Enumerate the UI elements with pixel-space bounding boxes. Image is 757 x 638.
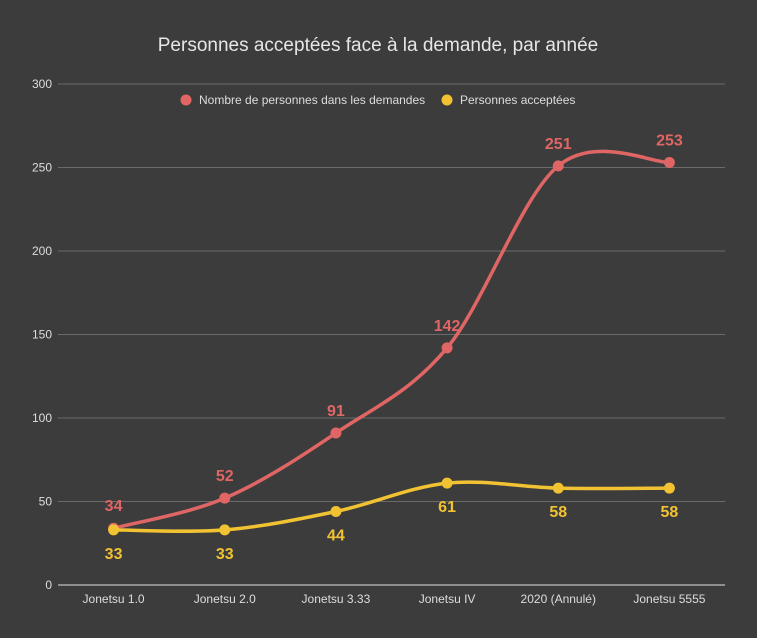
data-point [108, 524, 120, 536]
y-tick-label: 250 [32, 161, 52, 175]
legend-entry: Nombre de personnes dans les demandes [199, 93, 425, 107]
data-point [441, 342, 453, 354]
legend: Nombre de personnes dans les demandes Per… [180, 93, 575, 107]
data-label: 34 [105, 498, 123, 515]
y-tick-label: 150 [32, 328, 52, 342]
x-tick-label: Jonetsu 5555 [633, 592, 705, 606]
data-point [441, 477, 453, 489]
data-label: 253 [656, 132, 683, 149]
data-label: 58 [549, 504, 567, 521]
y-tick-label: 0 [45, 578, 52, 592]
data-point [663, 156, 675, 168]
chart-title: Personnes acceptées face à la demande, p… [158, 35, 598, 56]
y-tick-label: 200 [32, 244, 52, 258]
data-label: 33 [216, 546, 234, 563]
legend-marker [180, 94, 192, 106]
data-point [663, 482, 675, 494]
y-tick-label: 300 [32, 77, 52, 91]
data-point [552, 482, 564, 494]
data-point [330, 427, 342, 439]
x-tick-label: Jonetsu 1.0 [83, 592, 145, 606]
legend-marker [441, 94, 453, 106]
data-point [219, 524, 231, 536]
x-tick-label: Jonetsu IV [419, 592, 476, 606]
data-label: 33 [105, 546, 123, 563]
y-tick-label: 50 [39, 495, 53, 509]
data-label: 58 [661, 504, 679, 521]
data-point [219, 492, 231, 504]
series-layer [108, 149, 675, 536]
data-label: 52 [216, 468, 234, 485]
data-label: 251 [545, 136, 572, 153]
data-label: 91 [327, 403, 345, 420]
data-point [330, 506, 342, 518]
data-label: 142 [434, 318, 461, 335]
x-tick-label: 2020 (Annulé) [521, 592, 596, 606]
data-label: 44 [327, 528, 345, 545]
series-line-2 [111, 480, 672, 533]
series-line-1 [111, 149, 672, 530]
data-label-layer: 34 52 91 142 251 253 33 33 44 61 58 58 [105, 132, 683, 562]
x-tick-label: Jonetsu 2.0 [194, 592, 256, 606]
grid-layer: 0 50 100 150 200 250 300 Jonetsu 1.0 Jonetsu 2.0… [32, 77, 725, 606]
data-point [552, 160, 564, 172]
legend-entry: Personnes acceptées [460, 93, 575, 107]
y-tick-label: 100 [32, 411, 52, 425]
x-tick-label: Jonetsu 3.33 [302, 592, 371, 606]
data-label: 61 [438, 499, 456, 516]
